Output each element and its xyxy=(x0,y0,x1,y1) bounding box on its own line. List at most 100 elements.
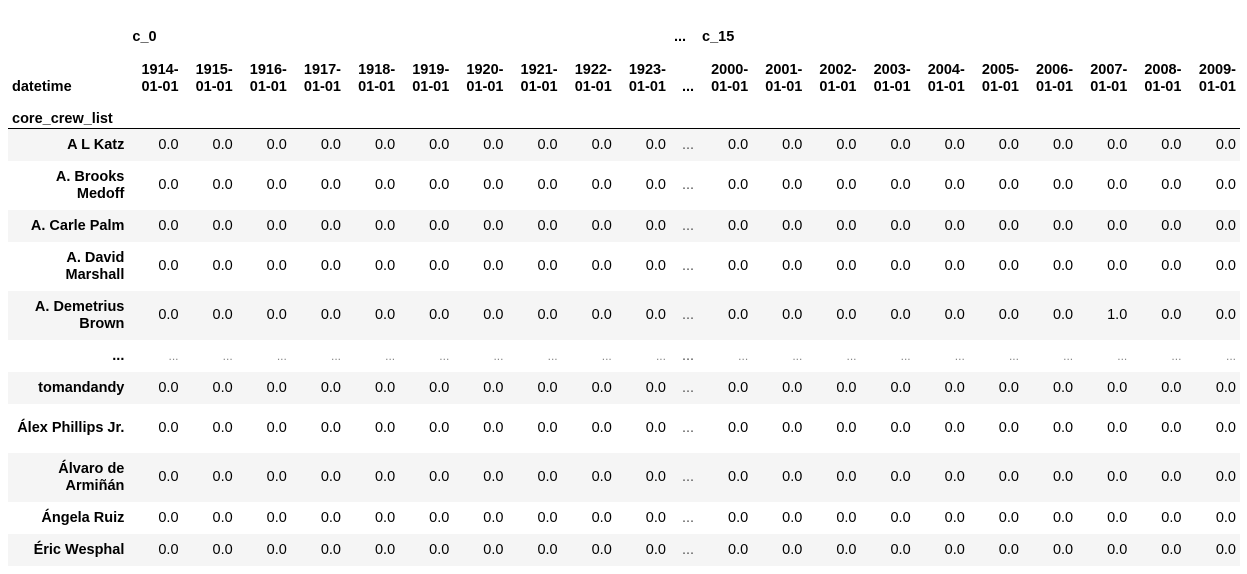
table-cell: 0.0 xyxy=(158,379,179,396)
table-cell: ... xyxy=(547,348,558,363)
table-cell: 0.0 xyxy=(890,420,911,436)
table-cell: ... xyxy=(385,348,396,363)
table-cell: 0.0 xyxy=(836,136,857,153)
ellipsis-cell: ... xyxy=(681,217,695,234)
table-cell: 0.0 xyxy=(782,136,803,153)
table-cell: 0.0 xyxy=(266,217,287,234)
table-cell: 0.0 xyxy=(537,420,558,436)
table-cell: 0.0 xyxy=(944,541,965,558)
date-header-cell: 2005-01-01 xyxy=(981,62,1019,95)
table-cell: 0.0 xyxy=(836,420,857,436)
table-cell: 0.0 xyxy=(1052,379,1074,396)
table-cell: 0.0 xyxy=(998,469,1019,485)
table-cell: 0.0 xyxy=(998,217,1019,234)
table-cell: 0.0 xyxy=(266,420,287,436)
table-cell: ... xyxy=(222,348,233,363)
table-cell: 0.0 xyxy=(782,420,803,436)
table-cell: 0.0 xyxy=(591,509,612,526)
table-row: Álvaro de Armiñán 0.0 0.0 0.0 0.0 0.0 0.0 0.0 0.… xyxy=(8,453,1240,502)
date-header-cell: 1920-01-01 xyxy=(466,62,504,95)
table-cell: 0.0 xyxy=(591,177,612,193)
table-cell: ... xyxy=(655,348,666,363)
table-cell: 0.0 xyxy=(782,509,803,526)
table-cell: 0.0 xyxy=(998,307,1019,323)
table-cell: 0.0 xyxy=(266,177,287,193)
date-header-cell: 2008-01-01 xyxy=(1144,62,1182,95)
table-cell: 0.0 xyxy=(266,541,287,558)
table-cell: ... xyxy=(1225,348,1236,363)
row-label: Álvaro de Armiñán xyxy=(58,460,125,494)
table-cell: 0.0 xyxy=(944,177,965,193)
table-cell: 0.0 xyxy=(212,307,233,323)
table-cell: 0.0 xyxy=(1161,541,1182,558)
date-header-cell: 2002-01-01 xyxy=(819,62,857,95)
date-header-cell: 2009-01-01 xyxy=(1198,62,1236,95)
table-cell: 0.0 xyxy=(374,217,396,234)
table-row: A. Demetrius Brown 0.0 0.0 0.0 0.0 0.0 0.0 0.0 0… xyxy=(8,291,1240,340)
table-cell: 0.0 xyxy=(483,379,504,396)
table-row: A L Katz 0.0 0.0 0.0 0.0 0.0 0.0 0.0 0.0 0.0 0.0..… xyxy=(8,128,1240,161)
table-cell: 0.0 xyxy=(890,541,911,558)
table-cell: 0.0 xyxy=(998,420,1019,436)
table-cell: 0.0 xyxy=(158,258,179,274)
table-cell: 0.0 xyxy=(1052,258,1074,274)
row-label: Ángela Ruiz xyxy=(41,509,125,526)
table-cell: 0.0 xyxy=(374,307,396,323)
table-cell: 0.0 xyxy=(998,177,1019,193)
date-header-cell: 2003-01-01 xyxy=(873,62,911,95)
table-cell: 0.0 xyxy=(537,541,558,558)
table-cell: 0.0 xyxy=(266,136,287,153)
table-cell: 1.0 xyxy=(1107,307,1128,323)
table-cell: 0.0 xyxy=(212,217,233,234)
table-cell: 0.0 xyxy=(998,136,1019,153)
date-header-cell: 1921-01-01 xyxy=(520,62,558,95)
table-cell: 0.0 xyxy=(537,469,558,485)
table-row: Ángela Ruiz 0.0 0.0 0.0 0.0 0.0 0.0 0.0 0.0 0.0 0.… xyxy=(8,502,1240,534)
ellipsis-cell: ... xyxy=(681,258,695,274)
table-header: c_0 ... c_15 datetime 1914-01-01 1915-01-… xyxy=(8,16,1240,129)
table-cell: ... xyxy=(846,348,857,363)
date-header-cell: 2006-01-01 xyxy=(1036,62,1074,95)
corner-cell xyxy=(8,16,128,46)
table-cell: 0.0 xyxy=(944,136,965,153)
table-cell: 0.0 xyxy=(1161,307,1182,323)
table-cell: ... xyxy=(900,348,911,363)
table-cell: 0.0 xyxy=(266,307,287,323)
table-cell: 0.0 xyxy=(1215,379,1236,396)
table-cell: 0.0 xyxy=(728,217,749,234)
table-cell: 0.0 xyxy=(836,469,857,485)
table-cell: ... xyxy=(493,348,504,363)
table-cell: 0.0 xyxy=(212,177,233,193)
table-body: A L Katz 0.0 0.0 0.0 0.0 0.0 0.0 0.0 0.0 0.0 0.0..… xyxy=(8,128,1240,566)
table-cell: 0.0 xyxy=(1052,217,1074,234)
columns-index-name: datetime xyxy=(12,79,72,95)
table-cell: 0.0 xyxy=(645,177,666,193)
table-cell: 0.0 xyxy=(320,217,341,234)
date-header-cell: 1914-01-01 xyxy=(141,62,179,95)
table-cell: 0.0 xyxy=(1215,258,1236,274)
table-cell: 0.0 xyxy=(591,541,612,558)
table-cell: ... xyxy=(1063,348,1074,363)
table-cell: 0.0 xyxy=(1107,541,1128,558)
table-cell: 0.0 xyxy=(483,509,504,526)
table-cell: 0.0 xyxy=(645,541,666,558)
table-cell: 0.0 xyxy=(836,307,857,323)
table-cell: 0.0 xyxy=(1161,136,1182,153)
table-cell: 0.0 xyxy=(1052,136,1074,153)
table-cell: 0.0 xyxy=(728,420,749,436)
row-label: A. Brooks Medoff xyxy=(55,168,125,202)
table-cell: ... xyxy=(439,348,450,363)
table-cell: 0.0 xyxy=(320,136,341,153)
table-cell: 0.0 xyxy=(374,509,396,526)
date-header-cell: 1918-01-01 xyxy=(358,62,396,95)
table-cell: ... xyxy=(276,348,287,363)
ellipsis-cell: ... xyxy=(681,469,695,485)
table-cell: 0.0 xyxy=(944,469,965,485)
table-cell: 0.0 xyxy=(483,177,504,193)
table-cell: 0.0 xyxy=(890,177,911,193)
ellipsis-cell: ... xyxy=(681,379,695,396)
table-cell: 0.0 xyxy=(1052,469,1074,485)
table-cell: 0.0 xyxy=(374,379,396,396)
row-index-filler xyxy=(128,96,1240,129)
